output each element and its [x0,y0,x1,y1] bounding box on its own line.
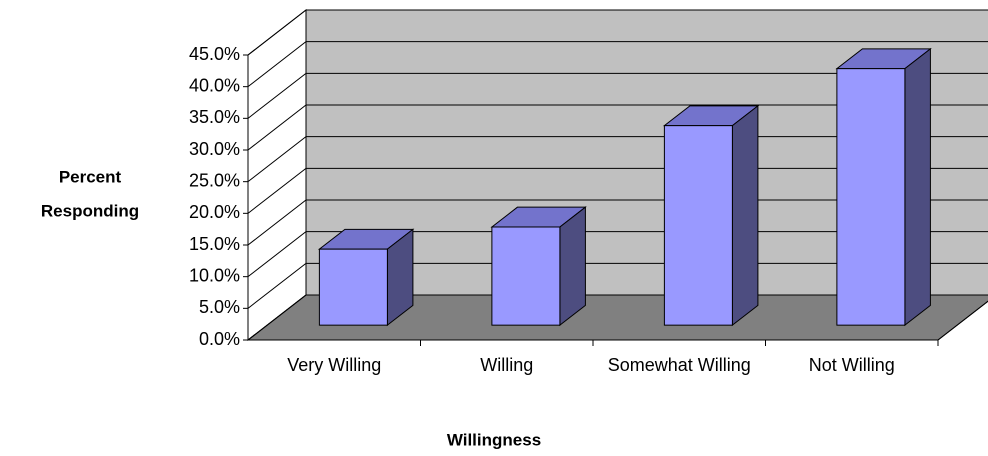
grid-line [247,72,988,119]
y-tick-label: 5.0% [199,297,240,317]
x-tick-label: Willing [480,355,533,375]
bar-side [904,47,931,327]
y-axis-label: Responding [41,201,139,220]
y-axis-label: Percent [59,167,122,186]
y-tick-label: 20.0% [189,202,240,222]
grid-line [247,231,988,278]
bar [318,248,388,326]
bar [663,125,733,326]
floor-edge [937,300,988,341]
y-tick-label: 0.0% [199,329,240,349]
y-tick-label: 35.0% [189,107,240,127]
x-tick-label: Not Willing [809,355,895,375]
y-tick-label: 25.0% [189,170,240,190]
grid-line [247,136,988,183]
x-axis-label: Willingness [447,430,541,449]
y-tick-label: 15.0% [189,234,240,254]
grid-line [247,41,988,88]
bar [836,68,906,326]
y-tick-label: 40.0% [189,75,240,95]
y-tick-label: 10.0% [189,265,240,285]
grid-line [247,199,988,246]
x-tick-label: Very Willing [287,355,381,375]
grid-line [247,104,988,151]
y-tick-label: 30.0% [189,139,240,159]
grid-line [247,167,988,214]
grid-line [247,262,988,309]
bar [491,226,561,326]
bar-side [731,104,759,327]
grid-line [247,9,988,56]
bar-side [559,206,586,327]
y-tick-label: 45.0% [189,44,240,64]
grid-line [247,294,988,341]
x-tick-label: Somewhat Willing [608,355,751,375]
